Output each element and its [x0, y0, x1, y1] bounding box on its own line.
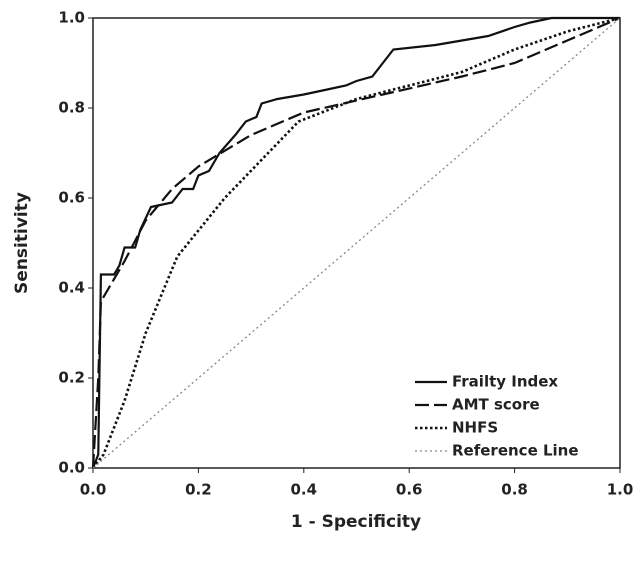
- roc-line: [91, 16, 620, 469]
- roc-line: [91, 16, 621, 469]
- legend-text: NHFS: [452, 419, 498, 437]
- legend-text: Reference Line: [452, 442, 579, 460]
- legend-text: AMT score: [452, 396, 540, 414]
- x-tick-label: 1.0: [607, 481, 634, 499]
- x-tick-label: 0.0: [80, 481, 107, 499]
- y-tick-label: 0.4: [58, 279, 85, 297]
- y-axis-label: Sensitivity: [12, 192, 32, 294]
- legend-text: Frailty Index: [452, 373, 558, 391]
- y-tick-label: 0.6: [58, 189, 85, 207]
- y-tick-label: 0.2: [58, 369, 85, 387]
- y-tick-label: 1.0: [58, 9, 85, 27]
- plot-frame: [92, 17, 621, 469]
- x-tick-label: 0.8: [501, 481, 528, 499]
- y-tick-label: 0.8: [58, 99, 85, 117]
- y-tick-label: 0.0: [58, 459, 85, 477]
- x-tick-label: 0.2: [185, 481, 212, 499]
- x-tick-label: 0.4: [291, 481, 318, 499]
- roc-line: [92, 17, 621, 469]
- x-tick-label: 0.6: [396, 481, 423, 499]
- x-axis-label: 1 - Specificity: [291, 512, 421, 532]
- roc-line: [91, 16, 621, 469]
